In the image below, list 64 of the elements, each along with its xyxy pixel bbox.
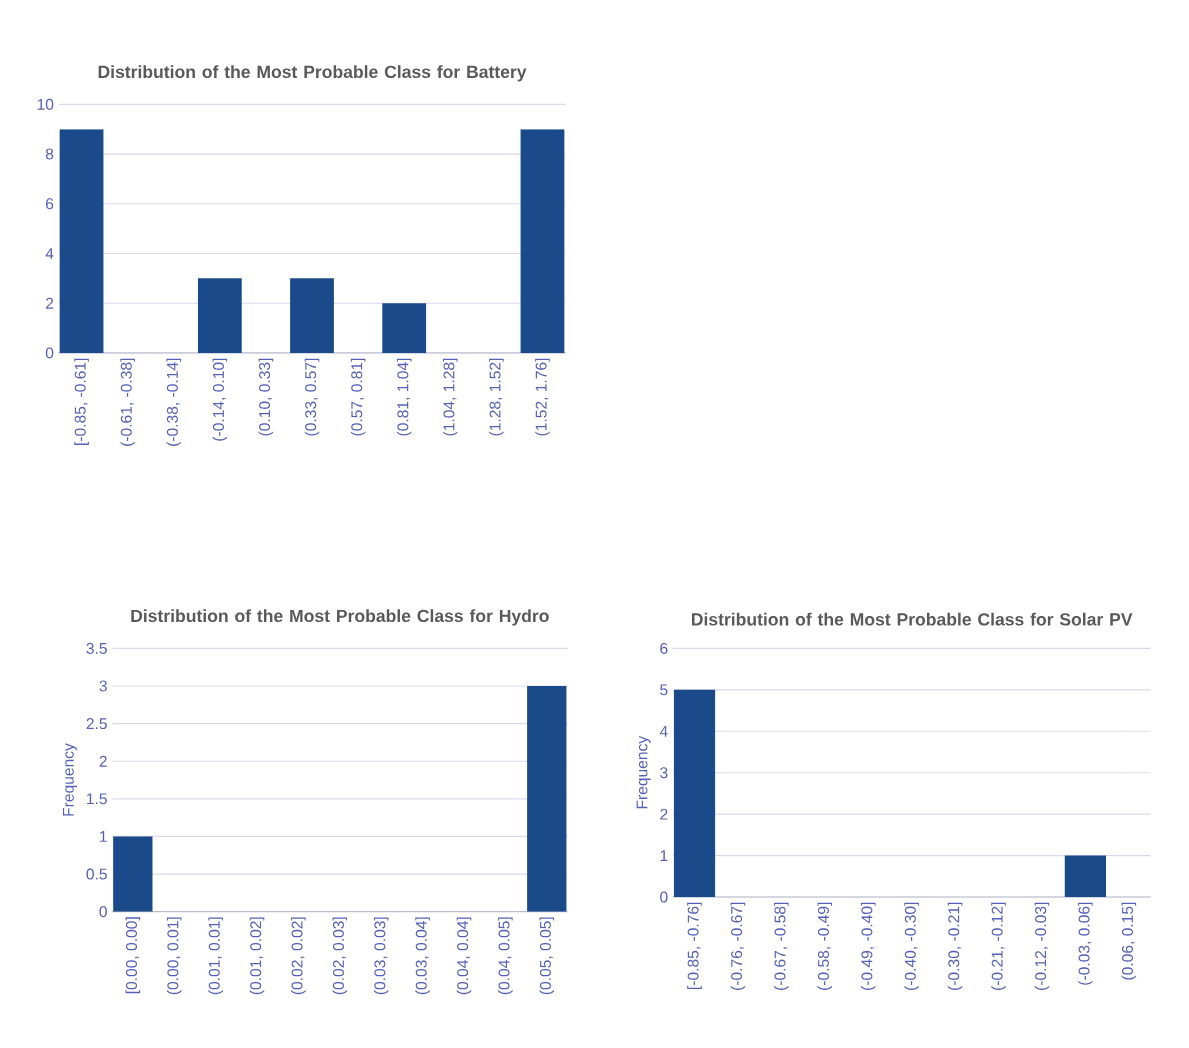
x-tick-label: (0.57, 0.81] [350,358,366,436]
x-tick-label: (-0.58, -0.49] [817,902,833,990]
y-tick-label: 3.5 [86,642,107,654]
y-tick-label: 2.5 [86,718,107,730]
x-tick-label: (-0.03, 0.06] [1078,902,1093,985]
x-tick-label: (-0.30, -0.21] [947,902,963,990]
bar [197,278,242,353]
y-tick-label: 5 [660,684,668,696]
x-tick-label: (0.01, 0.01] [208,917,223,995]
y-tick-label: 4 [45,248,54,259]
y-tick-label: 4 [659,725,668,737]
bar [290,278,334,353]
x-tick-label: (-0.76, -0.67] [730,902,746,990]
x-tick-label: (1.52, 1.76] [535,358,550,436]
y-tick-label: 0.5 [86,868,107,880]
y-axis-title: Frequency [636,735,651,809]
x-tick-label: (1.04, 1.28] [443,358,458,436]
x-tick-label: (0.02, 0.02] [291,917,306,995]
x-tick-label: (0.04, 0.04] [456,917,472,995]
y-tick-label: 1 [660,850,668,861]
x-tick-label: (-0.14, 0.10] [212,358,228,441]
chart-title: Distribution of the Most Probable Class for Hydro [131,609,549,626]
x-tick-label: (1.28, 1.52] [489,358,504,436]
bar [382,303,427,353]
x-tick-label: (-0.21, -0.12] [991,902,1006,990]
y-tick-label: 1.5 [87,793,107,805]
y-tick-label: 10 [37,98,54,110]
x-tick-label: [-0.85, -0.61] [74,358,89,445]
x-tick-label: (-0.40, -0.30] [904,902,919,990]
x-tick-label: (0.00, 0.01] [166,917,182,995]
x-tick-label: (0.10, 0.33] [258,358,274,436]
x-tick-label: (0.03, 0.03] [373,917,389,995]
y-tick-label: 2 [46,297,54,309]
bar [520,129,565,353]
x-tick-label: [0.00, 0.00] [125,917,141,994]
x-tick-label: (-0.67, -0.58] [774,902,789,990]
x-tick-label: (0.81, 1.04] [396,358,412,436]
chart-title: Distribution of the Most Probable Class for Battery [98,65,527,82]
x-tick-label: (0.06, 0.15] [1121,902,1137,980]
x-tick-label: (0.33, 0.57] [304,358,320,436]
y-tick-label: 1 [100,831,107,842]
x-tick-label: (-0.49, -0.40] [860,902,876,990]
y-tick-label: 2 [660,808,668,820]
y-tick-label: 6 [46,198,54,210]
y-tick-label: 8 [45,148,54,160]
x-tick-label: (0.01, 0.02] [249,917,265,995]
x-tick-label: (-0.12, -0.03] [1034,902,1050,990]
y-tick-label: 0 [45,347,54,359]
y-tick-label: 2 [99,755,107,767]
x-tick-label: (0.05, 0.05] [539,917,555,995]
x-tick-label: (0.03, 0.04] [415,917,430,995]
y-tick-label: 0 [660,891,668,903]
x-tick-label: (0.02, 0.03] [332,917,348,995]
bar [59,129,104,353]
y-tick-label: 3 [99,680,107,692]
y-tick-label: 6 [660,642,668,654]
chart-title: Distribution of the Most Probable Class for Solar PV [691,612,1133,626]
x-tick-label: (-0.38, -0.14] [166,358,182,446]
y-tick-label: 3 [660,767,668,779]
x-tick-label: (-0.61, -0.38] [120,358,135,446]
x-tick-label: (0.04, 0.05] [498,917,513,995]
x-tick-label: [-0.85, -0.76] [687,902,702,989]
y-axis-title: Frequency [62,743,77,816]
y-tick-label: 0 [99,906,107,918]
